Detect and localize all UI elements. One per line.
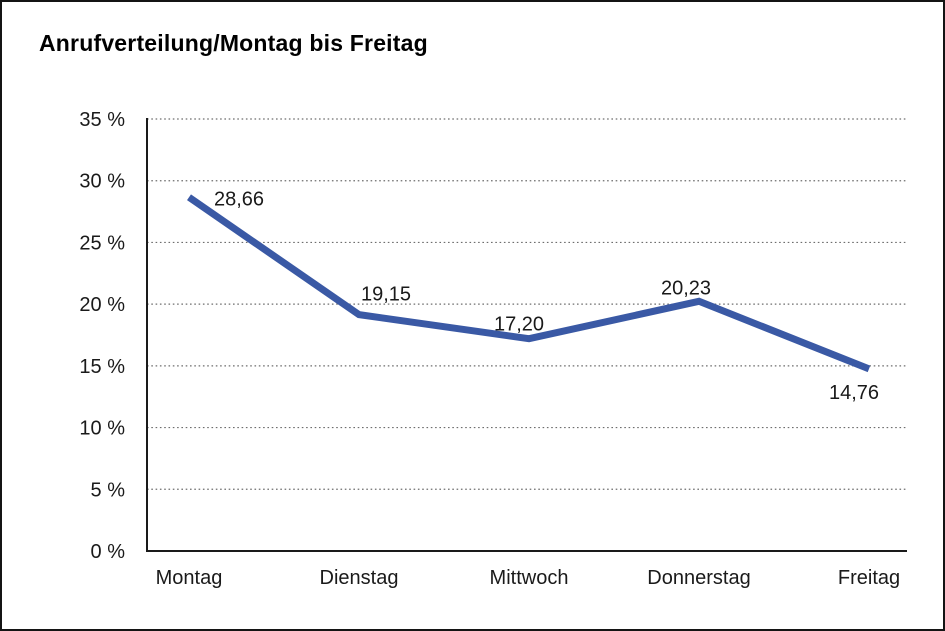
y-axis-tick-label: 35 %	[79, 109, 125, 131]
y-axis-tick-label: 20 %	[79, 294, 125, 316]
y-axis-tick-label: 0 %	[91, 541, 126, 563]
data-point-label: 14,76	[829, 382, 879, 404]
x-axis-category-label: Montag	[156, 567, 223, 589]
data-point-label: 19,15	[361, 284, 411, 306]
y-axis-tick-label: 10 %	[79, 418, 125, 440]
y-axis-tick-label: 25 %	[79, 232, 125, 254]
y-axis-tick-label: 30 %	[79, 171, 125, 193]
data-point-label: 20,23	[661, 277, 711, 299]
x-axis-category-label: Donnerstag	[647, 567, 750, 589]
y-axis-tick-label: 5 %	[91, 479, 126, 501]
x-axis-category-label: Freitag	[838, 567, 900, 589]
x-axis-category-label: Mittwoch	[490, 567, 569, 589]
data-series-line	[187, 194, 871, 373]
data-point-label: 28,66	[214, 188, 264, 210]
chart-title: Anrufverteilung/Montag bis Freitag	[39, 30, 428, 56]
data-point-label: 17,20	[494, 314, 544, 336]
y-axis-tick-label: 15 %	[79, 356, 125, 378]
x-axis-category-label: Dienstag	[320, 567, 399, 589]
